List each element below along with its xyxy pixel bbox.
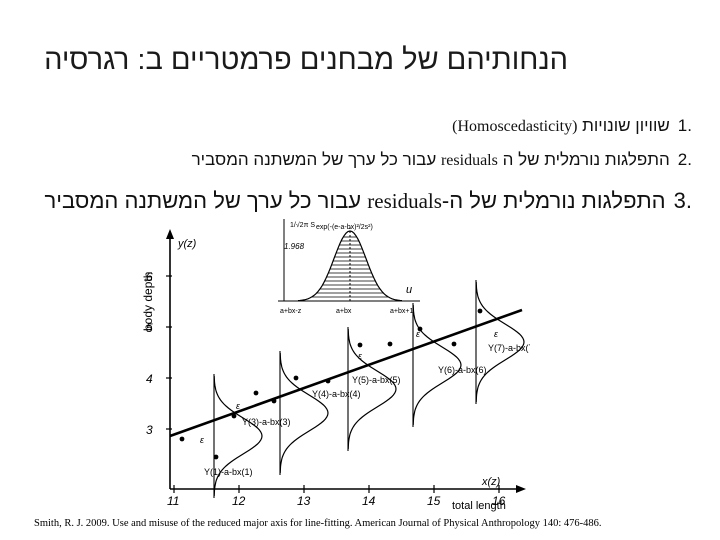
item-text-before: התפלגות נורמלית של ה-: [442, 188, 666, 213]
item-number: .2: [678, 150, 692, 169]
x-tick-label: 13: [297, 494, 311, 508]
inset-normal-curve: 1/√2π S exp(-(e-a-bx)²/2s²) 1.968 a+bx-z…: [278, 219, 420, 315]
y-tick-label: 6: [146, 270, 153, 284]
epsilon-label: ε: [494, 329, 499, 339]
epsilon-label: ε: [200, 435, 205, 445]
data-point: [452, 342, 457, 347]
annotation-6: Y(6)-a-bx(6): [438, 365, 487, 375]
item-number: .3: [674, 188, 692, 213]
data-point: [294, 376, 299, 381]
item-text-after: עבור כל ערך של המשתנה המסביר: [192, 150, 437, 169]
data-point: [326, 379, 331, 384]
y-tick-label: 3: [146, 423, 153, 437]
inset-x-label-left: a+bx-z: [280, 308, 302, 315]
annotation-7: Y(7)-a-bx(7): [488, 343, 530, 353]
list-item-2: .2 התפלגות נורמלית של ה residuals עבור כל…: [192, 150, 692, 170]
x-tick-label: 11: [167, 494, 179, 508]
x-tick-label: 16: [492, 494, 506, 508]
data-point: [478, 309, 483, 314]
annotation-1: Y(1)-a-bx(1): [204, 467, 253, 477]
inset-x-label-right: a+bx+1: [390, 308, 413, 315]
epsilon-labels: ε ε ε ε ε: [200, 329, 499, 445]
item-number: .1: [678, 116, 692, 135]
inset-formula-right: exp(-(e-a-bx)²/2s²): [316, 224, 373, 231]
epsilon-label: ε: [358, 351, 363, 361]
item-text-before: התפלגות נורמלית של ה: [503, 150, 670, 169]
data-point: [232, 414, 237, 419]
y-tick-label: 4: [146, 372, 153, 386]
data-point: [358, 343, 363, 348]
data-point: [214, 455, 219, 460]
data-point: [180, 437, 185, 442]
x-tick-label: 12: [232, 494, 246, 508]
normal-curve: [476, 282, 524, 402]
x-axis-symbol: x(z): [481, 476, 501, 488]
slide-title: הנחותיהם של מבחנים פרמטריים ב: רגרסיה: [0, 44, 720, 77]
residual-annotations: Y(1)-a-bx(1) Y(3)-a-bx(3) Y(4)-a-bx(4) Y…: [204, 343, 530, 477]
list-item-3: .3 התפלגות נורמלית של ה-residuals עבור כל…: [44, 188, 692, 214]
item-latin-term: (Homoscedasticity): [452, 118, 577, 135]
citation: Smith, R. J. 2009. Use and misuse of the…: [34, 518, 602, 529]
x-tick-label: 14: [362, 494, 376, 508]
item-latin-term: residuals: [441, 152, 498, 169]
item-text-after: עבור כל ערך של המשתנה המסביר: [44, 188, 361, 213]
normal-curve: [280, 353, 328, 473]
annotation-3: Y(3)-a-bx(3): [242, 417, 291, 427]
list-item-1: .1 שוויון שונויות (Homoscedasticity): [452, 116, 692, 136]
inset-value: 1.968: [284, 242, 305, 251]
item-text: שוויון שונויות: [582, 116, 670, 135]
y-tick-label: 5: [146, 321, 153, 335]
data-point: [272, 399, 277, 404]
inset-x-label-mid: a+bx: [336, 308, 352, 315]
inset-axis-letter: u: [406, 284, 412, 296]
data-point: [254, 391, 259, 396]
y-axis-symbol: y(z): [177, 238, 197, 250]
residual-curves: [214, 280, 524, 498]
data-points: [180, 309, 483, 460]
annotation-5: Y(5)-a-bx(5): [352, 375, 401, 385]
x-tick-label: 15: [427, 494, 441, 508]
data-point: [388, 342, 393, 347]
inset-formula-left: 1/√2π S: [290, 221, 315, 229]
annotation-4: Y(4)-a-bx(4): [312, 389, 361, 399]
item-latin-term: residuals: [367, 189, 442, 213]
